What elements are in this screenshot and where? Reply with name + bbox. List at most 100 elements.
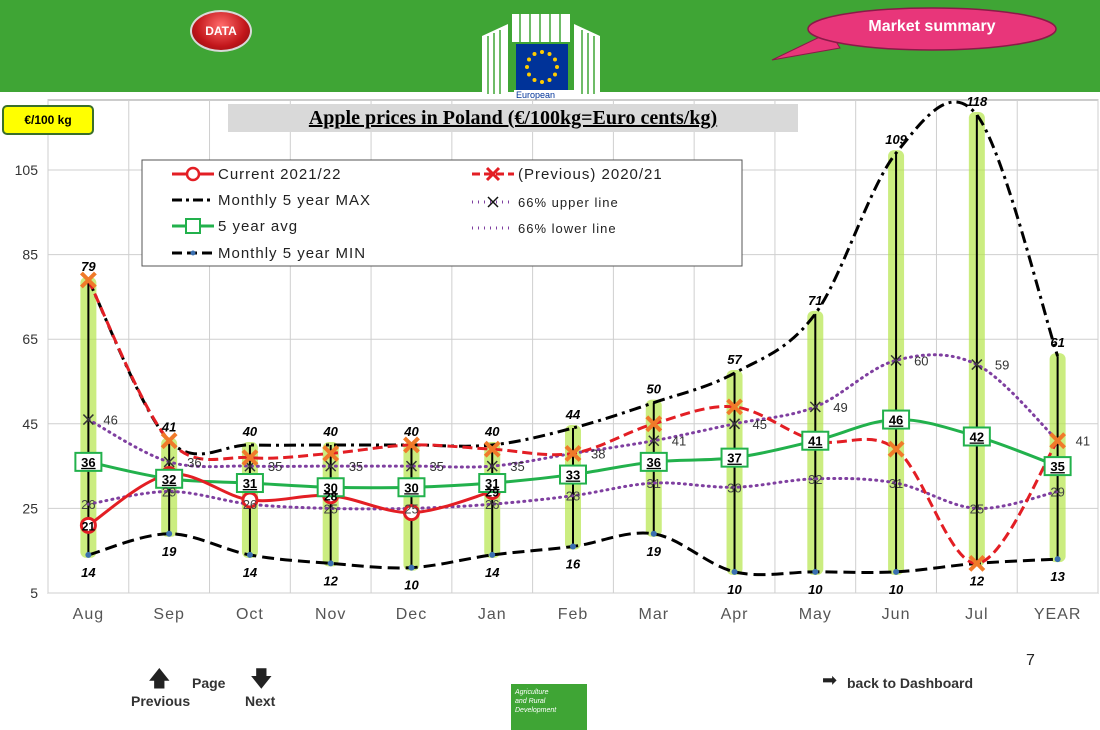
lower66-data-label: 25 — [404, 501, 418, 516]
chart-legend: Current 2021/22 (Previous) 2020/21 Monthly… — [141, 159, 743, 267]
x-tick-label: Mar — [638, 606, 669, 623]
max-data-label: 79 — [81, 259, 96, 274]
x-tick-label: Jan — [478, 606, 507, 623]
eu-flag-icon — [516, 44, 568, 90]
upper66-data-label: 35 — [510, 459, 524, 474]
x-tick-label: YEAR — [1034, 606, 1082, 623]
previous-marker — [79, 271, 97, 289]
upper66-data-label: 35 — [349, 459, 363, 474]
y-tick-label: 105 — [15, 162, 39, 178]
lower66-data-label: 32 — [808, 472, 822, 487]
x-tick-label: May — [799, 606, 832, 623]
max-data-label: 41 — [161, 420, 176, 435]
avg-marker — [397, 477, 426, 498]
upper66-data-label: 49 — [833, 400, 847, 415]
upper66-data-label: 46 — [103, 413, 117, 428]
upper66-marker — [325, 460, 337, 472]
previous-page-link[interactable]: Previous — [131, 693, 191, 709]
unit-badge: €/100 kg — [2, 105, 94, 135]
max-data-label: 61 — [1050, 335, 1064, 350]
data-button[interactable]: DATA — [190, 10, 252, 52]
avg-marker — [478, 473, 507, 494]
lower66-data-label: 28 — [566, 489, 580, 504]
min-data-label: 14 — [243, 565, 258, 580]
page-label: Page — [192, 675, 226, 691]
avg-data-label: 30 — [404, 480, 418, 495]
min-marker — [570, 543, 576, 550]
min-data-label: 14 — [485, 565, 500, 580]
avg-marker — [720, 447, 749, 468]
max-data-label: 57 — [727, 352, 742, 367]
y-tick-label: 65 — [22, 331, 38, 347]
avg-data-label: 36 — [81, 455, 95, 470]
previous-marker — [887, 440, 905, 458]
x-tick-label: Nov — [315, 606, 346, 623]
min-data-label: 19 — [647, 544, 662, 559]
avg-data-label: 31 — [243, 476, 257, 491]
previous-marker — [645, 415, 663, 433]
upper66-marker — [971, 359, 983, 371]
upper66-data-label: 35 — [268, 459, 282, 474]
legend-label: 5 year avg — [218, 218, 298, 235]
y-tick-label: 25 — [22, 500, 38, 516]
avg-marker — [882, 409, 911, 430]
upper66-data-label: 36 — [187, 455, 201, 470]
max-data-label: 40 — [322, 424, 338, 439]
previous-marker — [968, 554, 986, 572]
max-data-label: 40 — [242, 424, 258, 439]
legend-marker — [485, 166, 501, 182]
lower66-data-label: 29 — [162, 484, 176, 499]
previous-marker — [403, 436, 420, 454]
avg-marker — [74, 451, 103, 472]
legend-label: 66% upper line — [518, 195, 619, 210]
y-tick-label: 5 — [30, 585, 38, 601]
lower66-data-label: 31 — [647, 476, 661, 491]
lower66-data-label: 26 — [485, 497, 499, 512]
avg-marker — [155, 468, 184, 489]
lower66-data-label: 29 — [1050, 484, 1064, 499]
previous-marker — [241, 449, 259, 467]
up-arrow-icon[interactable]: 🡅 — [148, 666, 171, 691]
y-tick-label: 85 — [22, 247, 38, 263]
avg-marker — [559, 464, 587, 485]
market-summary-link[interactable]: Market summary — [868, 18, 996, 35]
upper66-marker — [648, 435, 660, 447]
market-summary-bubble — [771, 7, 1057, 61]
min-marker — [327, 560, 334, 567]
min-data-label: 10 — [889, 582, 904, 597]
upper66-marker — [82, 414, 94, 426]
avg-marker — [235, 473, 264, 494]
min-marker — [650, 530, 657, 537]
upper66-data-label: 38 — [591, 446, 605, 461]
upper66-data-label: 41 — [672, 434, 686, 449]
min-data-label: 16 — [566, 556, 581, 571]
avg-data-label: 31 — [485, 476, 499, 491]
avg-data-label: 33 — [566, 468, 580, 483]
legend-marker — [185, 166, 201, 182]
avg-marker — [639, 451, 668, 472]
back-to-dashboard-link[interactable]: back to Dashboard — [847, 675, 974, 691]
min-data-label: 12 — [970, 573, 985, 588]
legend-label: Monthly 5 year MIN — [218, 245, 366, 262]
x-tick-label: Apr — [721, 606, 749, 623]
avg-data-label: 46 — [889, 413, 903, 428]
right-arrow-icon[interactable]: ➡ — [822, 670, 838, 690]
previous-marker — [483, 440, 501, 458]
lower66-data-label: 25 — [323, 501, 337, 516]
min-marker — [408, 564, 415, 571]
avg-marker — [801, 430, 830, 451]
x-tick-label: Aug — [73, 606, 104, 623]
min-marker — [812, 568, 819, 575]
upper66-marker — [809, 401, 821, 413]
down-arrow-icon[interactable]: 🡇 — [250, 666, 273, 691]
min-marker — [731, 568, 738, 575]
previous-marker — [726, 398, 743, 416]
previous-marker — [564, 444, 582, 462]
avg-data-label: 30 — [323, 480, 337, 495]
previous-marker — [1049, 432, 1067, 450]
min-data-label: 10 — [808, 582, 823, 597]
agri-line: Agriculture — [515, 689, 549, 696]
legend-label: Current 2021/22 — [218, 166, 341, 183]
next-page-link[interactable]: Next — [245, 693, 276, 709]
avg-marker — [316, 477, 345, 498]
